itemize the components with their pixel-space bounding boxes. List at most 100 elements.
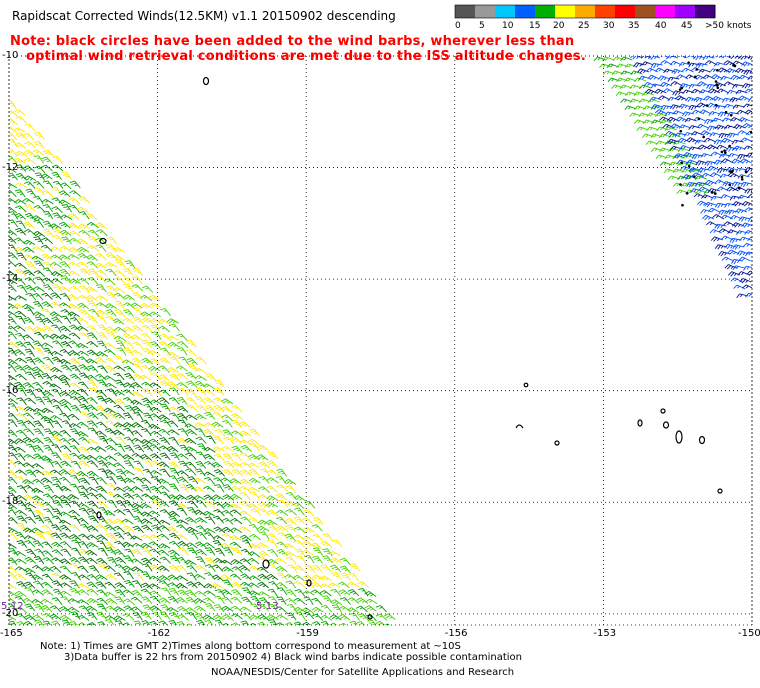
wind-barb (85, 605, 98, 612)
wind-barb (641, 133, 655, 138)
wind-barb (132, 525, 144, 534)
wind-barb (23, 317, 35, 325)
wind-barb (167, 341, 180, 348)
wind-barb (131, 405, 143, 414)
wind-barb (292, 502, 305, 509)
wind-barb (95, 455, 108, 461)
wind-barb (690, 188, 703, 193)
wind-barb (193, 574, 206, 580)
wind-barb (14, 142, 27, 149)
wind-barb (311, 613, 324, 621)
wind-barb (250, 508, 262, 517)
wind-barb (194, 422, 207, 428)
wind-barb (177, 341, 189, 349)
wind-barb (141, 611, 152, 620)
wind-barb (301, 607, 314, 614)
wind-barb (59, 268, 71, 277)
wind-barb (0, 94, 7, 101)
wind-barb (176, 373, 189, 380)
wind-barb (0, 518, 8, 524)
colorbar-swatch (535, 5, 556, 18)
wind-barb (9, 100, 17, 109)
wind-barb (149, 620, 159, 625)
wind-barb (122, 622, 131, 625)
wind-barb (104, 445, 117, 452)
wind-barb (303, 611, 315, 620)
longitude-label: -153 (593, 628, 617, 639)
wind-barb (275, 614, 289, 621)
contamination-marker (694, 75, 697, 79)
wind-barb (103, 375, 116, 382)
wind-barb (392, 632, 404, 637)
wind-barb (258, 501, 270, 509)
wind-barb (213, 604, 225, 613)
wind-barb (330, 557, 343, 564)
wind-barb (195, 556, 206, 565)
wind-barb (52, 404, 63, 414)
wind-barb (105, 326, 117, 334)
wind-barb (9, 270, 17, 277)
wind-barb (51, 271, 64, 277)
wind-barb (42, 284, 54, 292)
wind-barb (159, 556, 171, 564)
wind-barb (87, 500, 99, 509)
wind-barb (211, 461, 224, 469)
colorbar-swatch (475, 5, 496, 18)
wind-barb (178, 547, 189, 556)
wind-barb (724, 264, 737, 270)
wind-barb (71, 539, 82, 549)
colorbar-swatch (675, 5, 696, 18)
wind-barb (221, 566, 234, 573)
wind-barb (9, 325, 18, 333)
wind-barb (105, 547, 117, 556)
wind-barb (166, 318, 179, 324)
wind-barb (9, 341, 19, 349)
wind-barb (193, 598, 206, 604)
wind-barb (276, 468, 288, 477)
wind-barb (86, 525, 99, 532)
wind-barb (302, 527, 315, 533)
wind-barb (204, 404, 216, 413)
wind-barb (34, 276, 46, 285)
wind-barb (43, 228, 54, 238)
latitude-label: -16 (2, 384, 19, 396)
wind-barb (741, 222, 752, 228)
wind-barb (130, 334, 143, 341)
wind-barb (0, 285, 8, 291)
wind-barb (24, 614, 37, 621)
wind-barb (14, 595, 26, 604)
wind-barb (122, 389, 134, 396)
wind-barb (149, 534, 162, 541)
wind-barb (212, 535, 226, 542)
wind-barb (674, 153, 687, 159)
wind-barb (664, 126, 677, 131)
wind-barb (211, 574, 224, 582)
wind-barb (51, 444, 62, 453)
wind-barb (32, 614, 45, 621)
wind-barb (247, 503, 260, 510)
wind-barb (347, 588, 360, 597)
wind-barb (51, 420, 63, 429)
wind-barb (0, 551, 8, 556)
wind-barb (710, 236, 724, 242)
wind-barb (52, 155, 63, 164)
wind-barb (49, 311, 62, 318)
wind-barb (699, 109, 712, 115)
wind-barb (185, 461, 197, 469)
wind-barb (103, 591, 117, 598)
wind-barb (671, 68, 684, 75)
wind-barb (115, 436, 126, 445)
wind-barb (9, 476, 18, 485)
wind-barb (141, 563, 153, 572)
wind-barb (221, 596, 233, 605)
wind-barb (185, 452, 197, 460)
wind-barb (158, 525, 171, 532)
contamination-marker (693, 175, 696, 178)
wind-barb (167, 429, 180, 436)
wind-barb (139, 303, 152, 309)
wind-barb (49, 415, 63, 421)
wind-barb (176, 453, 189, 460)
wind-barb (304, 564, 316, 573)
wind-barb (15, 132, 28, 140)
wind-barb (643, 105, 656, 110)
